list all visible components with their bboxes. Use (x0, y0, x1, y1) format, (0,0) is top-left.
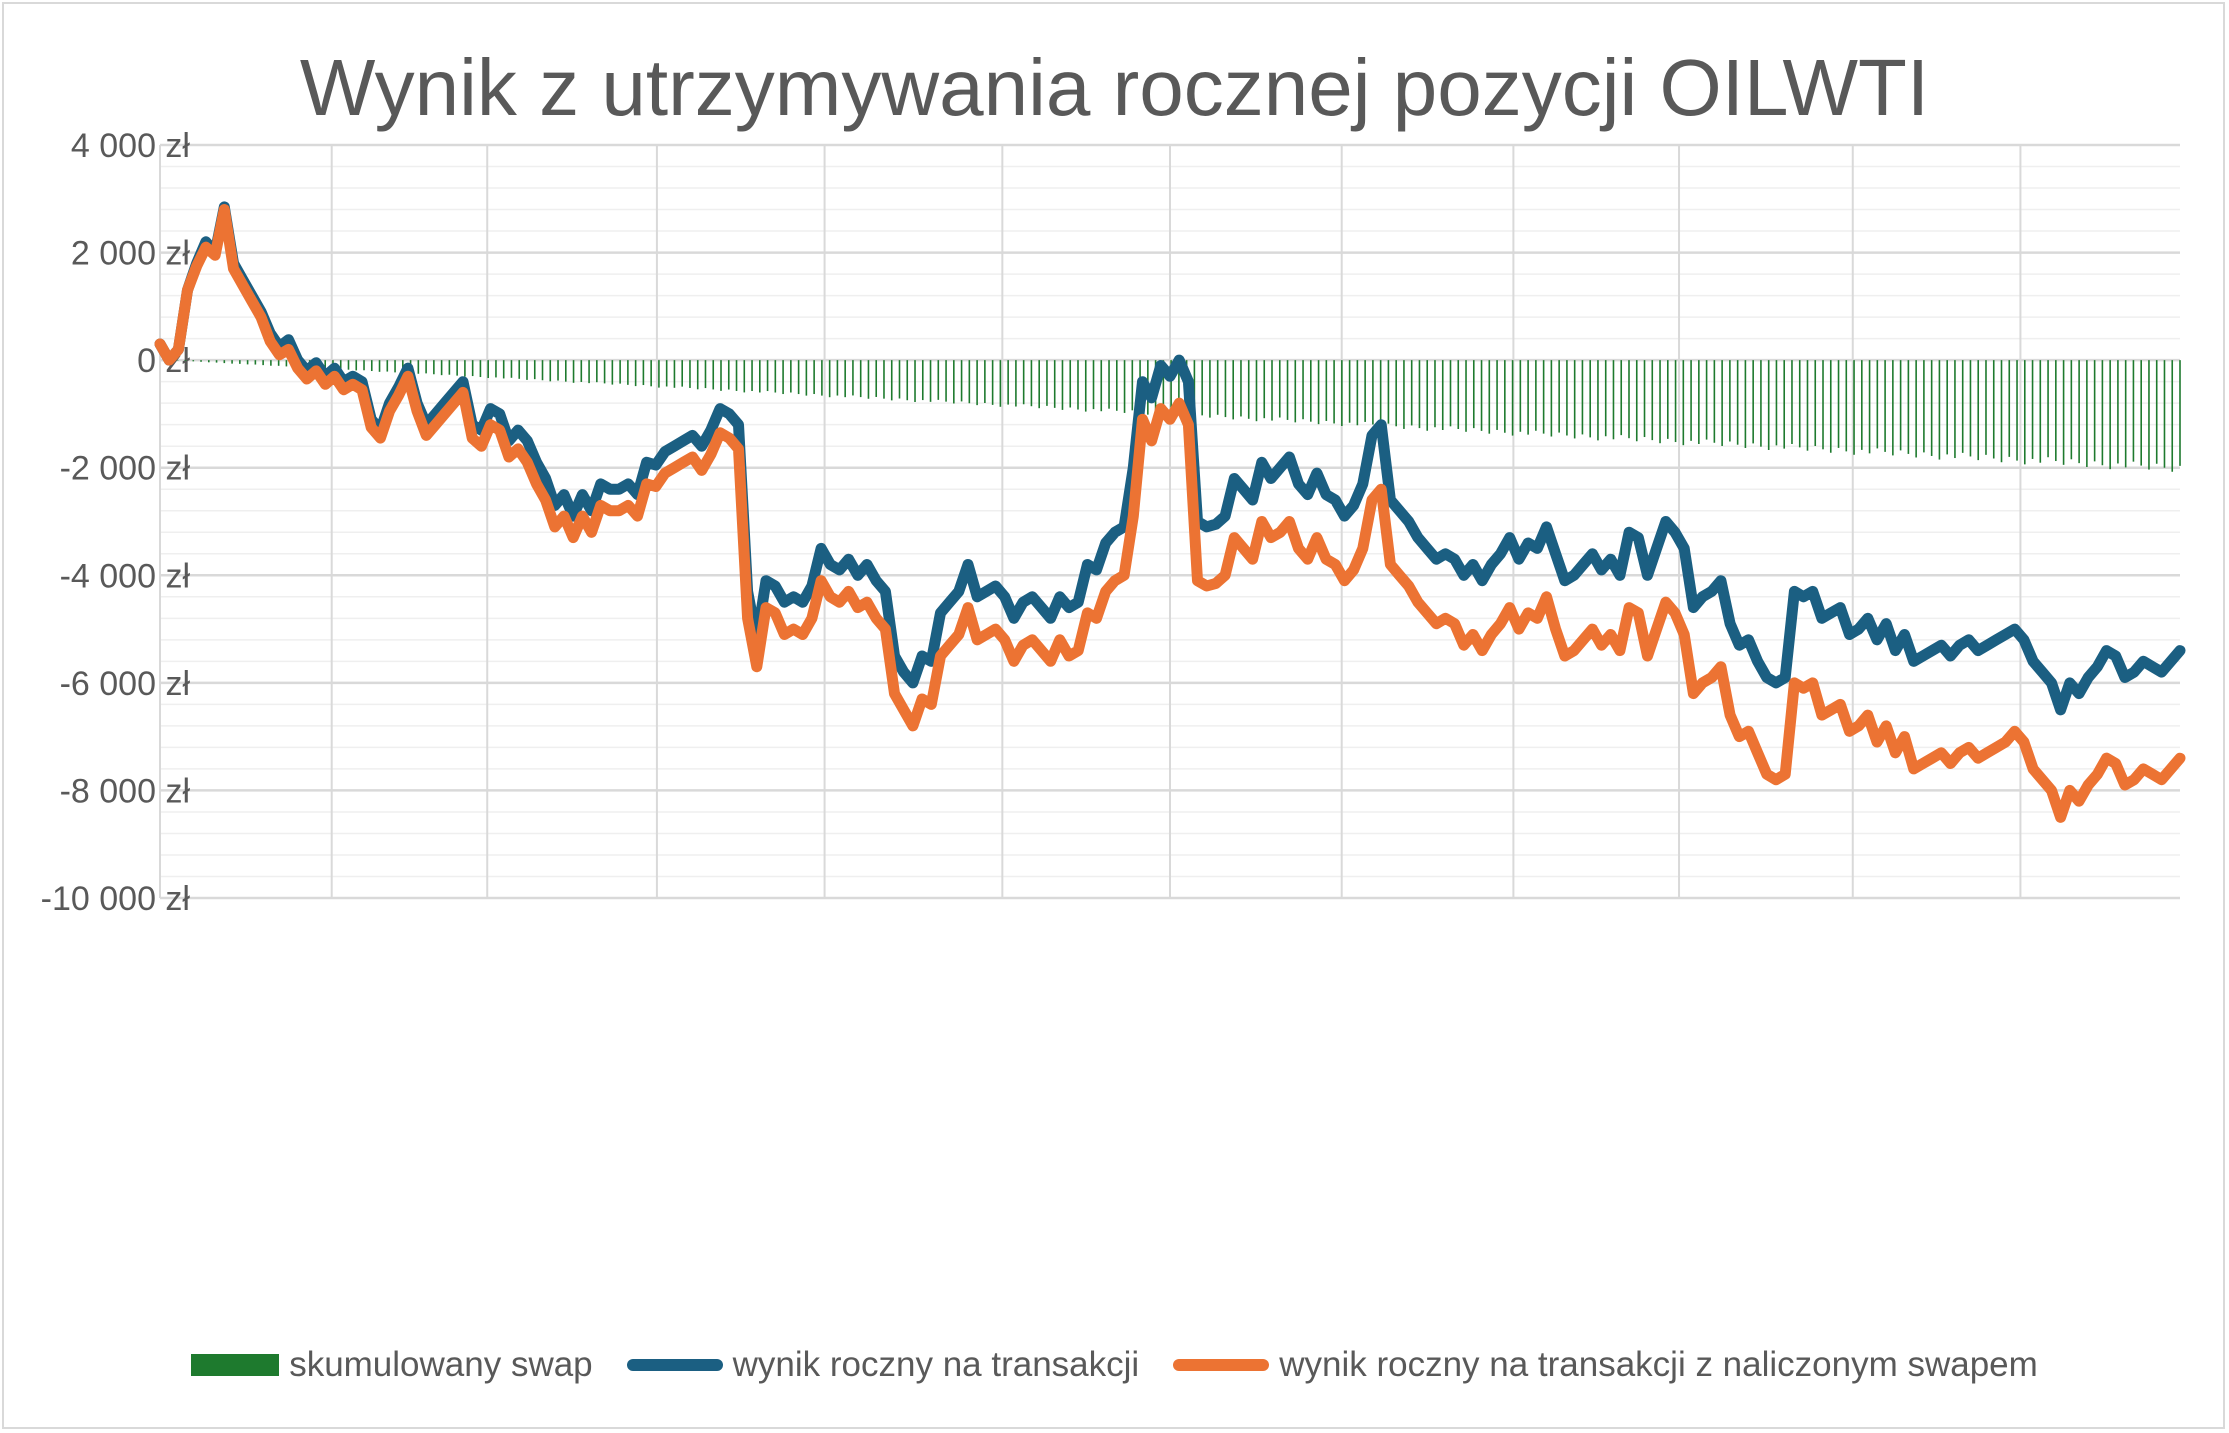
y-tick-label: -2 000 zł (60, 450, 191, 488)
legend: skumulowany swap wynik roczny na transak… (0, 1340, 2229, 1390)
series-line-wynik (154, 201, 2186, 716)
legend-label-swap: skumulowany swap (289, 1345, 593, 1384)
legend-swatch-wynik-swap (1173, 1359, 1270, 1371)
legend-label-wynik-swap: wynik roczny na transakcji z naliczonym … (1279, 1345, 2038, 1384)
y-tick-label: -4 000 zł (60, 557, 191, 595)
legend-item-wynik-swap: wynik roczny na transakcji z naliczonym … (1173, 1345, 2038, 1385)
legend-swatch-swap (191, 1354, 280, 1376)
y-tick-label: -6 000 zł (60, 665, 191, 703)
y-tick-label: 2 000 zł (71, 235, 191, 273)
vertical-gridlines (159, 145, 2022, 898)
legend-item-swap: skumulowany swap (191, 1345, 593, 1385)
y-tick-label: 4 000 zł (71, 127, 191, 165)
line-series (154, 201, 2186, 823)
swap-bars-series (176, 360, 2181, 472)
y-tick-label: -10 000 zł (41, 880, 191, 918)
y-tick-label: -8 000 zł (60, 772, 191, 810)
y-axis-tick-labels: 4 000 zł2 000 zł0 zł-2 000 zł-4 000 zł-6… (41, 127, 191, 918)
legend-item-wynik: wynik roczny na transakcji (626, 1345, 1140, 1385)
series-line-wynik-swap (154, 204, 2186, 823)
legend-label-wynik: wynik roczny na transakcji (732, 1345, 1140, 1384)
chart-title: Wynik z utrzymywania rocznej pozycji OIL… (299, 43, 1930, 132)
legend-swatch-wynik (626, 1359, 723, 1371)
